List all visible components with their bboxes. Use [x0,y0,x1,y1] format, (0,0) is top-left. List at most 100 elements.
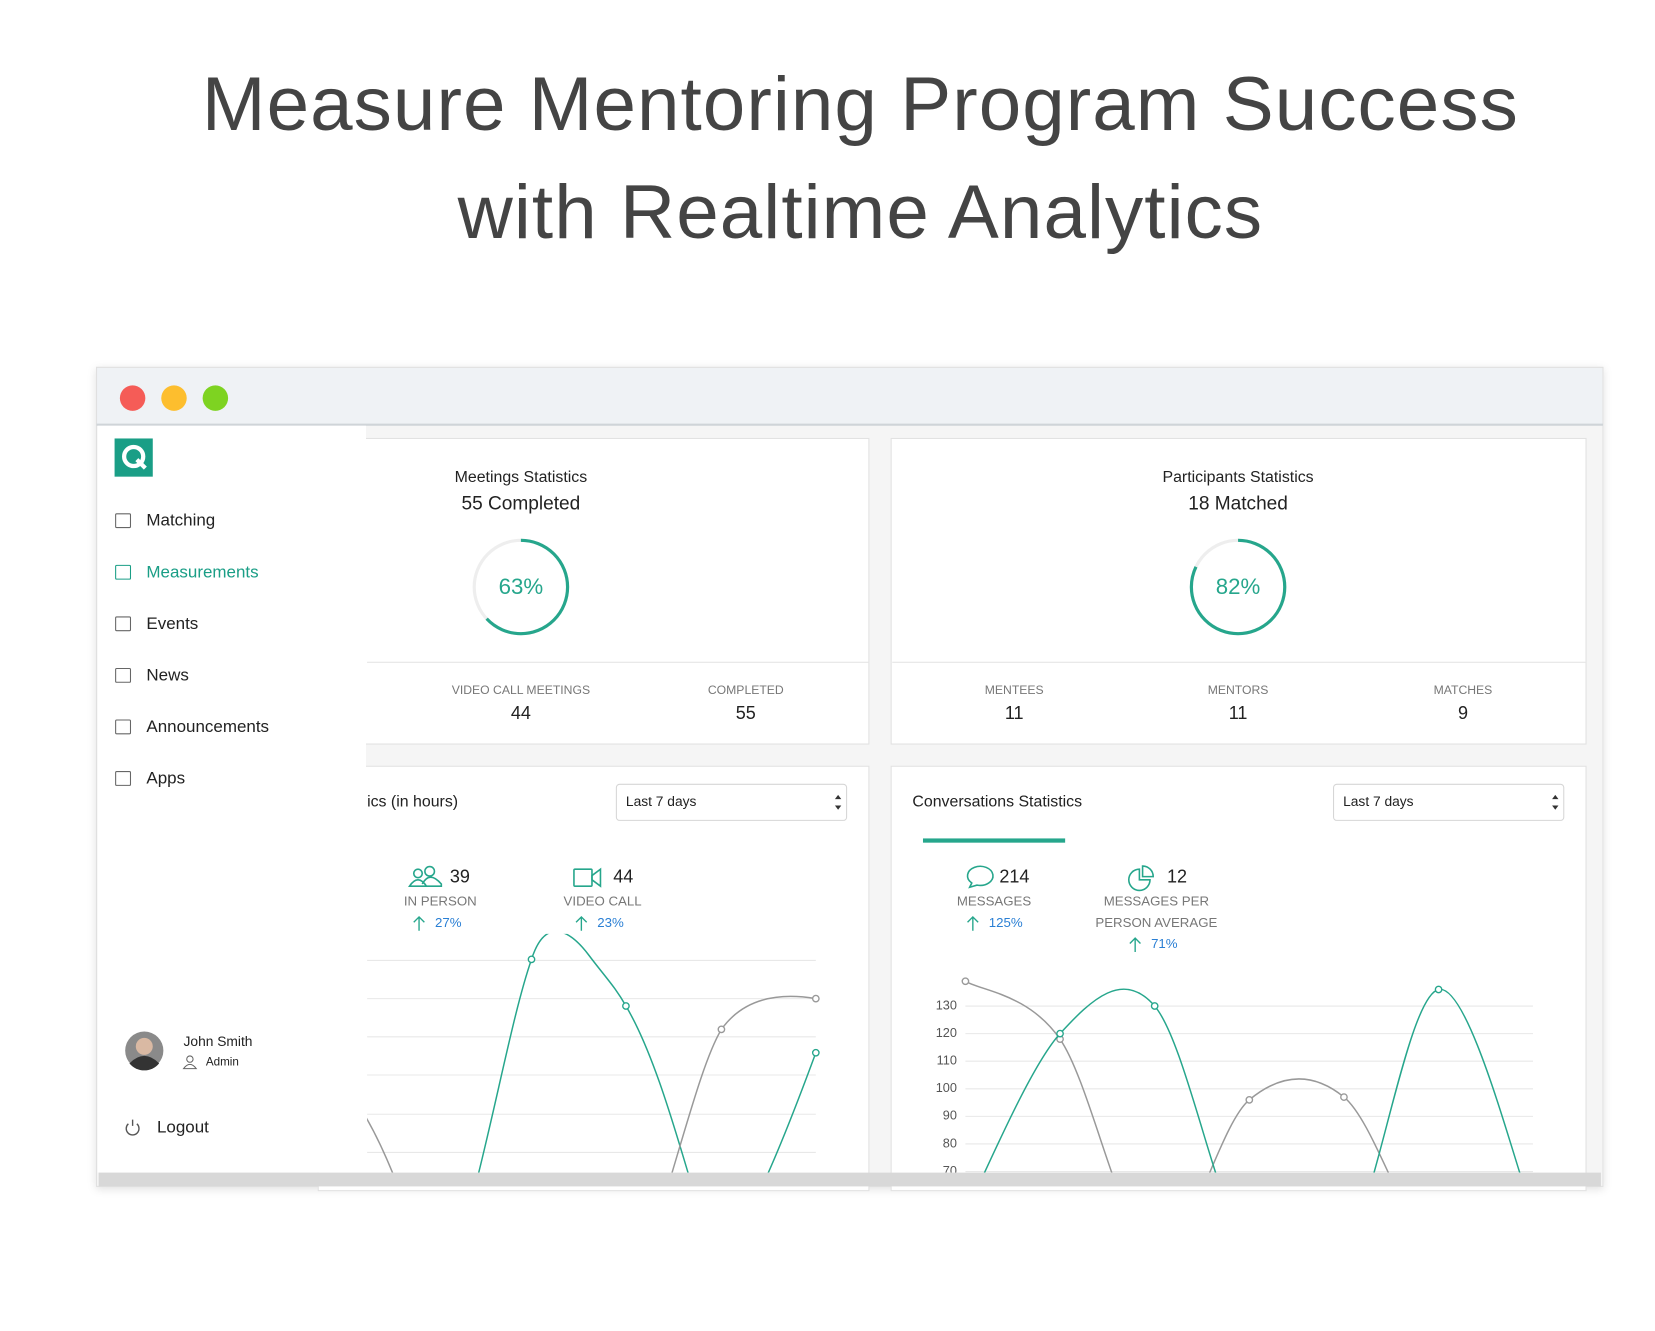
headline: with Realtime Analytics [457,170,1263,255]
card-title: Conversations Statistics [912,794,1082,811]
point [962,1210,968,1216]
trend-arrow [413,915,425,931]
y-tick-label: 90 [943,1108,957,1123]
y-tick-label: 110 [937,1053,957,1068]
line [965,980,1390,1173]
point [1530,1210,1536,1216]
title-bar [96,366,1604,426]
nav-item[interactable]: Apps [146,769,185,788]
conversations-chart: 70 80 90 100 110 120 130 [936,977,1536,1257]
avatar-body [129,1055,160,1071]
avatar-face [135,1037,153,1055]
icon-part [408,876,443,887]
icon-part [412,868,424,879]
point [717,1025,726,1034]
role-icon [186,1055,194,1063]
stat-value: 9 [1458,703,1468,723]
y-tick-label: 80 [943,1135,957,1150]
conversations-card [890,765,1587,1192]
nav-icon [115,771,132,786]
point [1150,1002,1159,1010]
metric-change: 71% [1151,936,1178,951]
nav-icon [115,513,132,529]
nav-item[interactable]: Events [146,614,198,633]
tab-underline [922,838,1066,843]
point [811,1048,820,1057]
range-select-text: Last 7 days [626,794,697,809]
user-name: John Smith [184,1034,253,1049]
metric-value: 39 [450,866,470,886]
icon-people [408,865,443,887]
stat-label: COMPLETED [708,683,784,697]
nav-item[interactable]: News [146,665,188,684]
point [622,1002,630,1010]
logout[interactable]: Logout [157,1118,209,1137]
point [1435,1251,1441,1257]
logo-mark [135,458,147,470]
logo-mark [122,444,146,469]
participants-card [890,437,1587,745]
line [477,933,817,1173]
user-role: Admin [206,1055,239,1068]
metric-change: 23% [597,915,624,930]
y-tick-label: 70 [943,1163,957,1178]
nav-icon [115,667,132,683]
metric-value: 44 [613,866,633,886]
point [1434,985,1443,994]
select-arrows [1552,794,1559,810]
icon-part [424,865,436,877]
metric-value: 12 [1167,866,1187,886]
stat-label: MENTEES [985,683,1044,697]
point [811,994,820,1003]
logo[interactable] [114,438,153,477]
card-subtitle: 18 Matched [1188,493,1288,514]
stat-value: 11 [1005,703,1024,723]
range-select-text: Last 7 days [1343,794,1414,809]
range-select[interactable] [615,783,848,821]
point [1151,1251,1157,1257]
select-arrows [834,794,842,810]
metric-label: IN PERSON [404,894,477,909]
stat-label: MATCHES [1434,683,1493,697]
point [961,977,970,986]
stat-label: MENTORS [1208,683,1269,697]
icon-part [591,867,602,888]
metric-label: MESSAGES [957,894,1032,909]
point [1246,1251,1252,1257]
card-title: Participants Statistics [1162,469,1313,486]
meetings-card [317,437,870,745]
range-select[interactable] [1333,783,1565,821]
metric-value: 214 [999,866,1029,886]
nav-icon [115,719,132,735]
point [1530,1196,1536,1202]
stat-value: 55 [736,703,756,723]
trend-arrow [575,915,588,931]
trend-arrow [967,915,979,931]
header: Measure Mentoring Program Success with Re… [202,62,1518,255]
point [1245,1095,1254,1104]
point [1056,1029,1064,1038]
role-icon [182,1063,198,1070]
logout-icon [125,1119,140,1136]
ring-label: 82% [1216,574,1261,599]
card-title: ics (in hours) [367,794,458,811]
icon-part [1128,868,1151,892]
hours-card [317,765,870,1192]
icon-chat [966,865,994,889]
y-tick-label: 130 [936,997,957,1012]
point [1341,1251,1347,1257]
sidebar: Matching Measurements Events News Announceme… [97,425,367,1173]
window-bottom [98,1172,1601,1187]
nav-item[interactable]: Announcements [146,717,269,736]
card-title: Meetings Statistics [455,469,588,486]
nav-item[interactable]: Matching [146,511,215,530]
maximize-button[interactable] [202,385,229,411]
close-button[interactable] [119,385,146,411]
metric-label: MESSAGES PER [1104,894,1209,909]
ring-progress [1189,538,1287,636]
stat-value: 44 [511,703,531,723]
content: Meetings Statistics 55 Completed 63% VIDEO … [317,437,1587,1257]
y-tick-label: 100 [936,1080,957,1095]
minimize-button[interactable] [161,385,187,411]
nav-item-active[interactable]: Measurements [146,562,258,581]
